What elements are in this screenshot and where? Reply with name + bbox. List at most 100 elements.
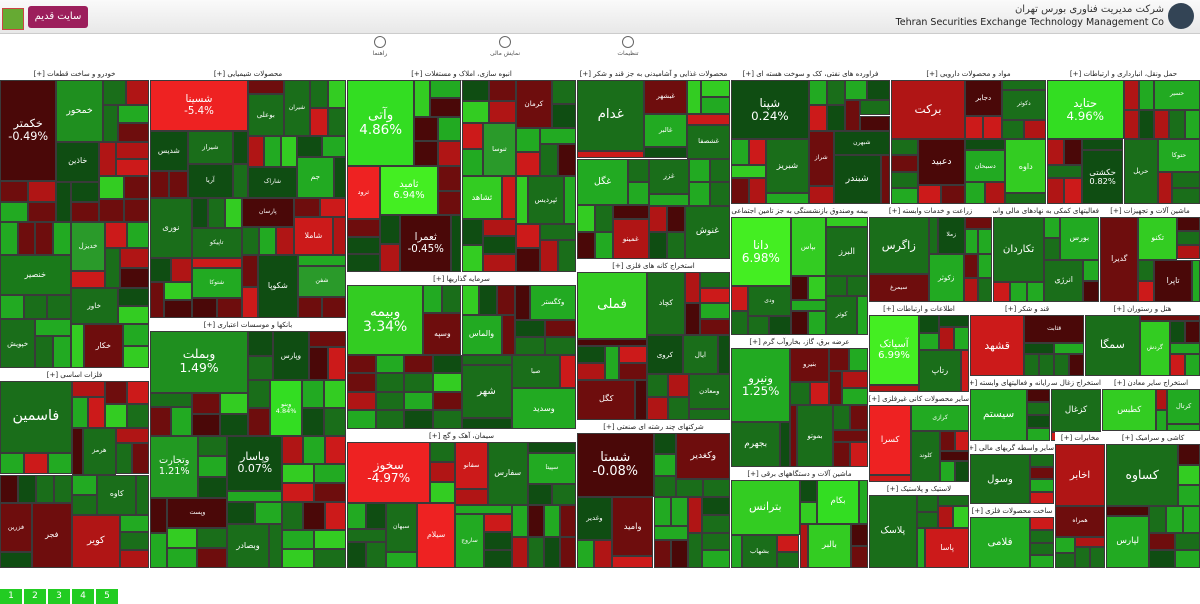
stock-tile[interactable] <box>126 381 149 405</box>
stock-tile[interactable] <box>430 98 462 117</box>
stock-tile[interactable]: پلاسک <box>869 495 917 568</box>
stock-tile[interactable] <box>1169 320 1185 343</box>
stock-tile[interactable] <box>1044 238 1060 260</box>
stock-tile[interactable] <box>483 218 516 237</box>
stock-tile[interactable] <box>124 176 149 200</box>
stock-tile[interactable] <box>1083 280 1099 302</box>
stock-tile[interactable] <box>799 524 809 568</box>
stock-tile[interactable]: سبهان <box>385 502 417 552</box>
stock-tile[interactable] <box>688 497 703 533</box>
stock-tile[interactable] <box>1027 402 1050 415</box>
page-button[interactable]: 2 <box>24 589 46 604</box>
stock-tile[interactable]: وپست <box>167 497 228 528</box>
stock-tile[interactable] <box>993 282 1010 302</box>
stock-tile[interactable]: وکگستر <box>530 285 576 320</box>
stock-tile[interactable]: پاسا <box>925 528 969 568</box>
stock-tile[interactable] <box>297 255 346 266</box>
stock-tile[interactable]: بنیرو <box>790 348 830 382</box>
stock-tile[interactable] <box>455 505 512 514</box>
stock-tile[interactable] <box>248 355 273 381</box>
stock-tile[interactable]: غمینو <box>612 218 649 259</box>
stock-tile[interactable] <box>0 474 18 504</box>
stock-tile[interactable]: سمگا <box>1085 315 1140 376</box>
stock-tile[interactable]: کگل <box>577 379 636 420</box>
stock-tile[interactable] <box>808 311 826 335</box>
stock-tile[interactable] <box>347 391 376 411</box>
stock-tile[interactable]: زملا <box>937 217 965 255</box>
stock-tile[interactable] <box>511 505 528 537</box>
stock-tile[interactable] <box>1075 547 1090 568</box>
stock-tile[interactable] <box>227 501 255 524</box>
stock-tile[interactable] <box>869 475 912 482</box>
stock-tile[interactable] <box>23 452 48 475</box>
stock-tile[interactable] <box>780 422 791 467</box>
stock-tile[interactable] <box>1169 353 1185 376</box>
stock-tile[interactable] <box>577 205 595 233</box>
stock-tile[interactable] <box>120 550 149 568</box>
stock-tile[interactable] <box>670 539 689 568</box>
stock-tile[interactable] <box>264 136 281 167</box>
stock-tile[interactable]: فزرین <box>0 503 32 552</box>
stock-tile[interactable] <box>514 285 531 320</box>
stock-tile[interactable] <box>35 222 53 255</box>
stock-tile[interactable] <box>859 115 890 131</box>
stock-tile[interactable] <box>647 374 668 398</box>
stock-tile[interactable]: والماس <box>461 314 502 355</box>
stock-tile[interactable] <box>808 80 827 106</box>
stock-tile[interactable] <box>56 181 71 223</box>
stock-tile[interactable] <box>799 502 817 524</box>
stock-tile[interactable]: ایال <box>682 334 719 375</box>
stock-tile[interactable]: آریا <box>187 164 233 198</box>
stock-tile[interactable]: غگل <box>577 158 629 206</box>
stock-tile[interactable] <box>191 297 217 318</box>
stock-tile[interactable] <box>829 348 849 371</box>
stock-tile[interactable] <box>52 335 71 368</box>
stock-tile[interactable]: فملی <box>577 272 648 340</box>
stock-tile[interactable] <box>119 248 149 269</box>
stock-tile[interactable] <box>666 205 685 233</box>
stock-tile[interactable]: خپویش <box>0 319 36 368</box>
stock-tile[interactable] <box>842 370 868 388</box>
stock-tile[interactable]: کوثر <box>825 295 858 335</box>
stock-tile[interactable]: بجهرم <box>731 422 781 467</box>
stock-tile[interactable] <box>594 205 613 233</box>
stock-tile[interactable] <box>543 505 560 537</box>
stock-tile[interactable] <box>483 254 516 272</box>
stock-tile[interactable] <box>451 215 462 272</box>
stock-tile[interactable] <box>670 497 689 526</box>
stock-tile[interactable] <box>977 278 992 302</box>
stock-tile[interactable] <box>293 197 320 217</box>
stock-tile[interactable] <box>282 549 315 568</box>
stock-tile[interactable] <box>701 80 730 97</box>
stock-tile[interactable]: دعبید <box>917 139 965 186</box>
stock-tile[interactable] <box>543 536 560 568</box>
stock-tile[interactable] <box>127 222 149 249</box>
stock-tile[interactable] <box>28 181 57 202</box>
stock-tile[interactable]: قشهد <box>970 315 1025 376</box>
stock-tile[interactable] <box>282 464 315 483</box>
stock-tile[interactable] <box>619 346 648 363</box>
stock-tile[interactable] <box>611 556 654 568</box>
toolbar-item[interactable]: تنظیمات <box>598 34 658 57</box>
stock-tile[interactable] <box>102 104 119 142</box>
stock-tile[interactable] <box>310 108 329 137</box>
stock-tile[interactable] <box>1024 342 1055 354</box>
stock-tile[interactable] <box>321 136 346 157</box>
stock-tile[interactable] <box>248 80 284 95</box>
stock-tile[interactable] <box>731 310 749 335</box>
stock-tile[interactable] <box>115 443 133 475</box>
stock-tile[interactable] <box>515 152 540 176</box>
stock-tile[interactable] <box>192 392 220 415</box>
stock-tile[interactable] <box>1149 506 1167 533</box>
stock-tile[interactable] <box>220 414 248 436</box>
stock-tile[interactable]: زکوثر <box>928 254 964 302</box>
stock-tile[interactable] <box>432 391 462 411</box>
stock-tile[interactable] <box>940 461 955 482</box>
stock-tile[interactable] <box>1069 353 1084 376</box>
stock-tile[interactable] <box>1176 231 1200 246</box>
stock-tile[interactable] <box>1054 342 1084 354</box>
stock-tile[interactable]: شبریز <box>766 139 809 194</box>
stock-tile[interactable] <box>366 541 386 568</box>
stock-tile[interactable]: تکاردان <box>993 217 1045 283</box>
stock-tile[interactable] <box>0 551 32 568</box>
